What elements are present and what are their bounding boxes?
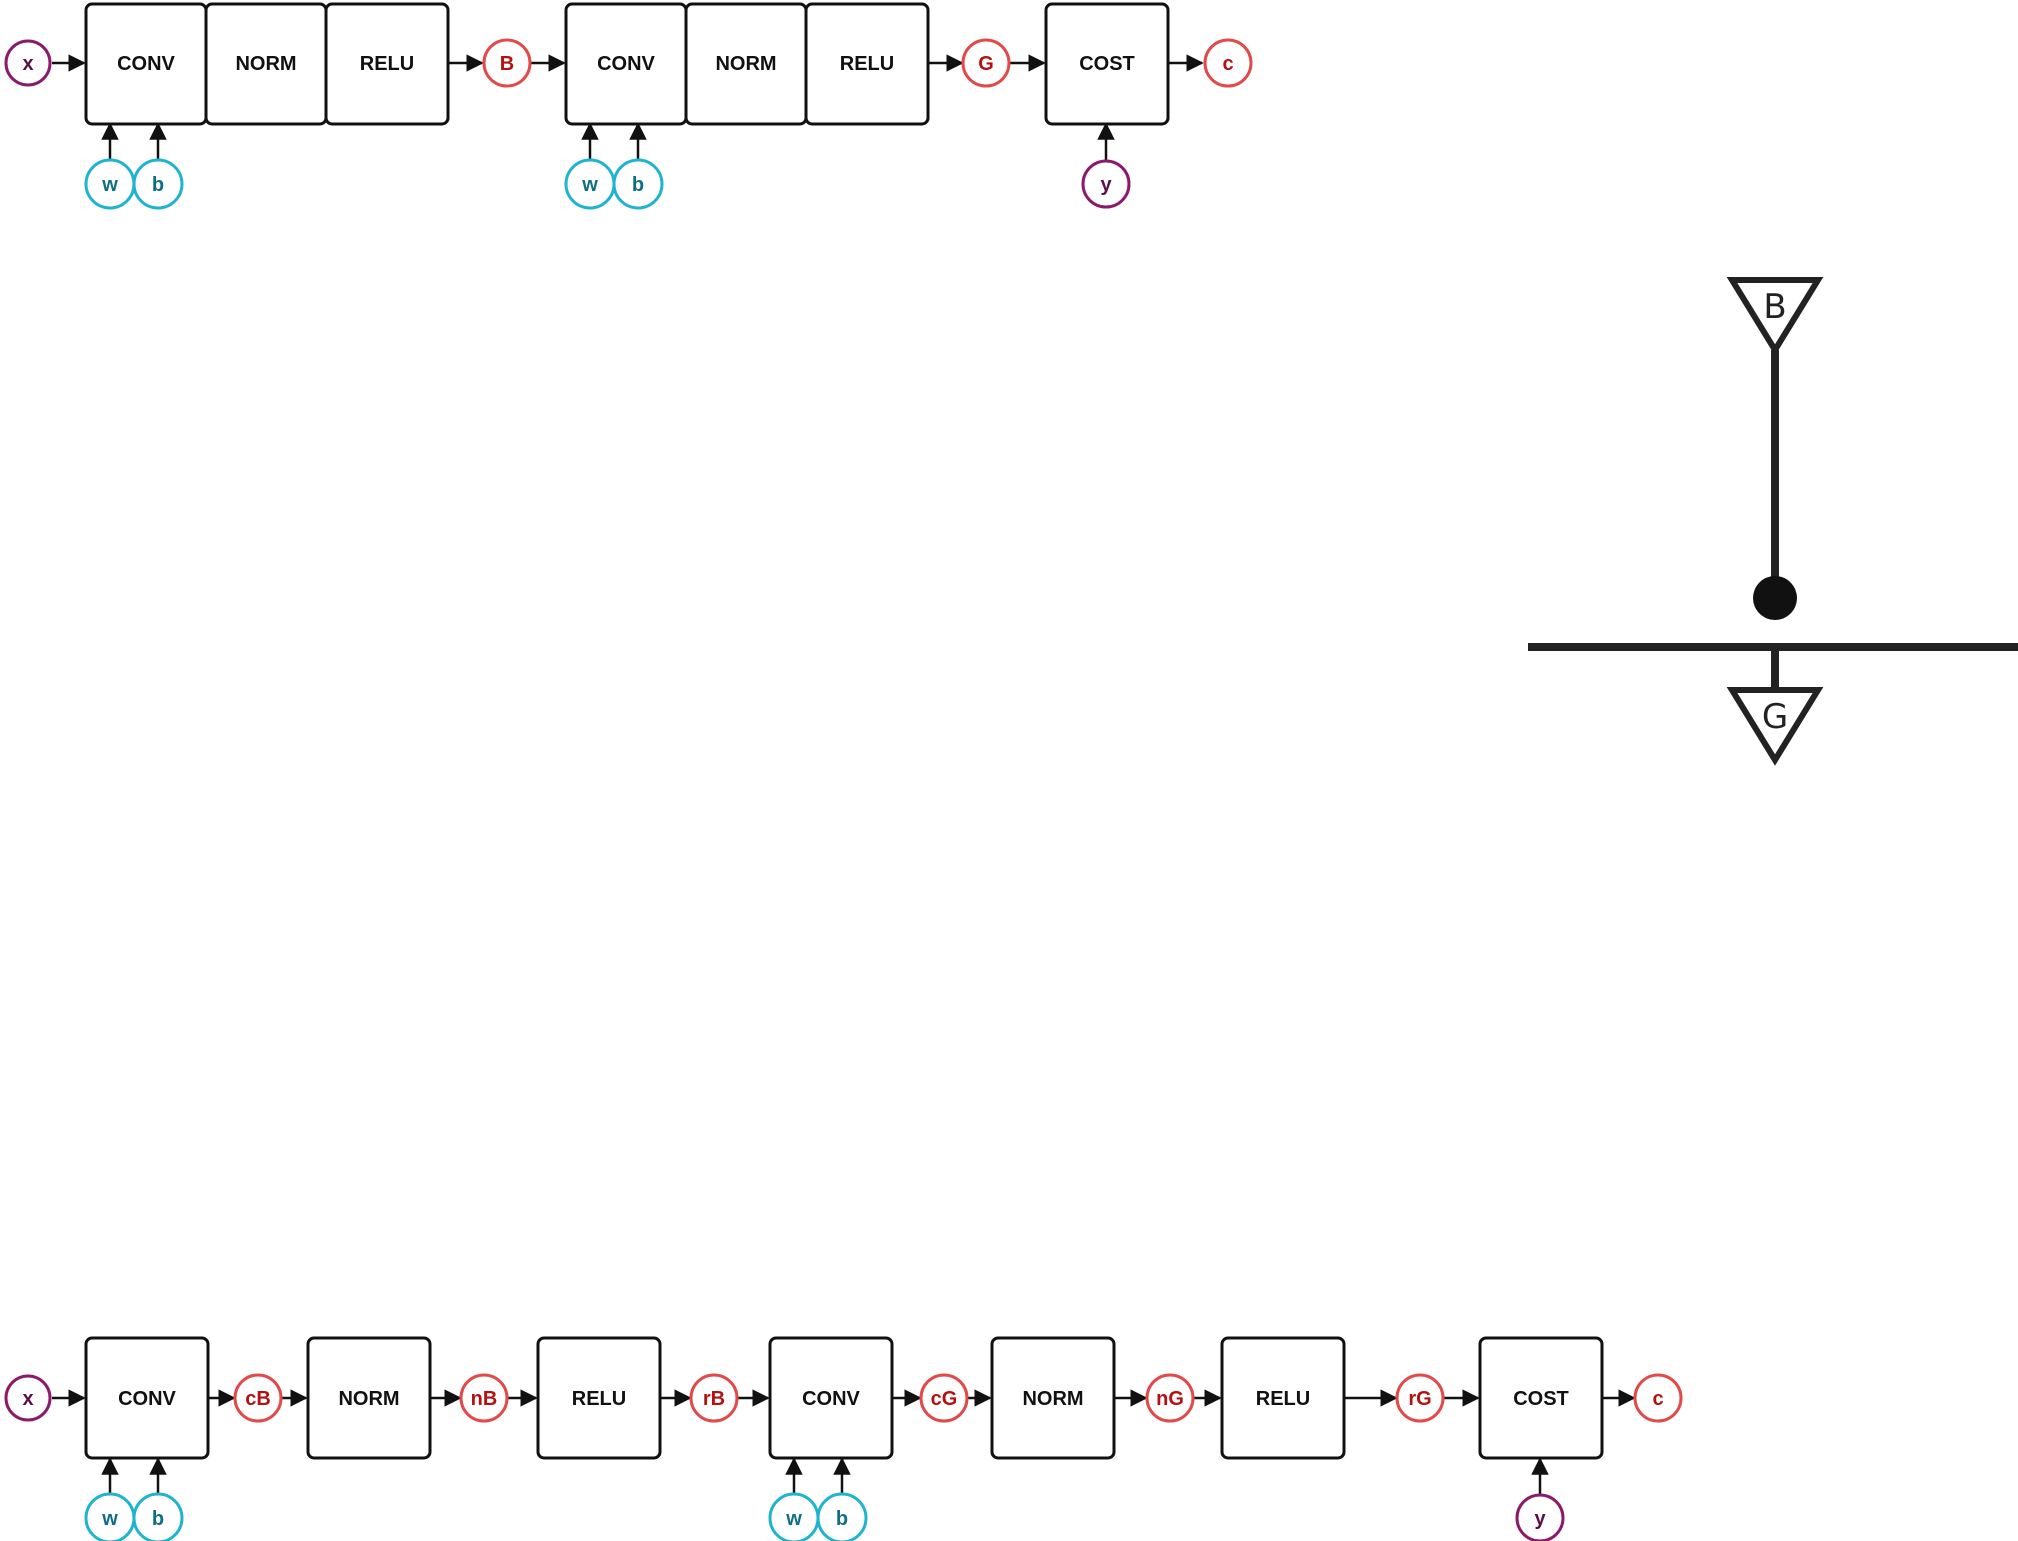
block1-norm: NORM: [204, 2, 328, 126]
svg-text:x: x: [22, 1388, 33, 1410]
svg-text:b: b: [836, 1508, 848, 1530]
symbol-dot: [1753, 576, 1797, 620]
block2-norm: NORM: [684, 2, 808, 126]
svg-text:w: w: [101, 174, 118, 196]
svg-text:c: c: [1652, 1388, 1663, 1410]
svg-text:NORM: NORM: [235, 53, 296, 75]
conv2-box: CONV: [768, 1336, 894, 1460]
norm1-box: NORM: [306, 1336, 432, 1460]
svg-text:RELU: RELU: [840, 53, 894, 75]
svg-text:CONV: CONV: [597, 53, 655, 75]
svg-text:cB: cB: [245, 1388, 271, 1410]
block2-conv: CONV: [564, 2, 688, 126]
svg-text:b: b: [152, 1508, 164, 1530]
node-c: c: [1633, 1373, 1683, 1423]
svg-text:w: w: [581, 174, 598, 196]
bottom-chain: x CONV w b cB NORM nB: [4, 1336, 1683, 1541]
node-B: B: [482, 38, 532, 88]
node-cB: cB: [233, 1373, 283, 1423]
svg-text:x: x: [22, 53, 33, 75]
norm2-box: NORM: [990, 1336, 1116, 1460]
node-x: x: [4, 1374, 52, 1422]
node-nG: nG: [1145, 1373, 1195, 1423]
node-x: x: [4, 39, 52, 87]
svg-text:b: b: [632, 174, 644, 196]
node-w1: w: [84, 158, 136, 210]
svg-text:NORM: NORM: [1022, 1388, 1083, 1410]
svg-text:COST: COST: [1079, 53, 1135, 75]
svg-text:NORM: NORM: [715, 53, 776, 75]
symbol-triangle-G: [1726, 687, 1824, 766]
svg-text:RELU: RELU: [1256, 1388, 1310, 1410]
node-b1: b: [132, 158, 184, 210]
svg-text:NORM: NORM: [338, 1388, 399, 1410]
node-G: G: [961, 38, 1011, 88]
svg-text:RELU: RELU: [360, 53, 414, 75]
svg-text:w: w: [785, 1508, 802, 1530]
svg-text:B: B: [500, 53, 514, 75]
conv1-box: CONV: [84, 1336, 210, 1460]
node-cG: cG: [919, 1373, 969, 1423]
node-b1: b: [132, 1492, 184, 1541]
block1-conv: CONV: [84, 2, 208, 126]
node-w2: w: [564, 158, 616, 210]
svg-text:w: w: [101, 1508, 118, 1530]
svg-text:CONV: CONV: [802, 1388, 860, 1410]
svg-text:CONV: CONV: [117, 53, 175, 75]
svg-text:COST: COST: [1513, 1388, 1569, 1410]
symbol-triangle-B: [1726, 277, 1824, 356]
relu2-box: RELU: [1220, 1336, 1346, 1460]
node-y: y: [1515, 1493, 1565, 1541]
node-w1: w: [84, 1492, 136, 1541]
svg-text:y: y: [1534, 1508, 1546, 1530]
block1-relu: RELU: [324, 2, 450, 126]
svg-text:CONV: CONV: [118, 1388, 176, 1410]
top-chain: x CONV NORM RELU w b B: [4, 2, 1253, 210]
svg-text:nG: nG: [1156, 1388, 1184, 1410]
svg-text:b: b: [152, 174, 164, 196]
node-y: y: [1081, 159, 1131, 209]
node-c: c: [1203, 38, 1253, 88]
node-b2: b: [612, 158, 664, 210]
svg-text:rB: rB: [703, 1388, 725, 1410]
svg-text:c: c: [1222, 53, 1233, 75]
svg-text:rG: rG: [1408, 1388, 1431, 1410]
svg-text:nB: nB: [471, 1388, 498, 1410]
node-nB: nB: [459, 1373, 509, 1423]
block2-relu: RELU: [804, 2, 930, 126]
node-w2: w: [768, 1492, 820, 1541]
symbol-label-G: G: [1762, 697, 1788, 737]
svg-text:RELU: RELU: [572, 1388, 626, 1410]
svg-text:cG: cG: [931, 1388, 958, 1410]
node-b2: b: [816, 1492, 868, 1541]
bg-symbol: B G: [1528, 277, 2018, 766]
relu1-box: RELU: [536, 1336, 662, 1460]
cost-box: COST: [1478, 1336, 1604, 1460]
svg-text:G: G: [978, 53, 994, 75]
symbol-label-B: B: [1763, 287, 1786, 327]
cost-box: COST: [1044, 2, 1170, 126]
node-rB: rB: [689, 1373, 739, 1423]
node-rG: rG: [1395, 1373, 1445, 1423]
svg-text:y: y: [1100, 174, 1112, 196]
